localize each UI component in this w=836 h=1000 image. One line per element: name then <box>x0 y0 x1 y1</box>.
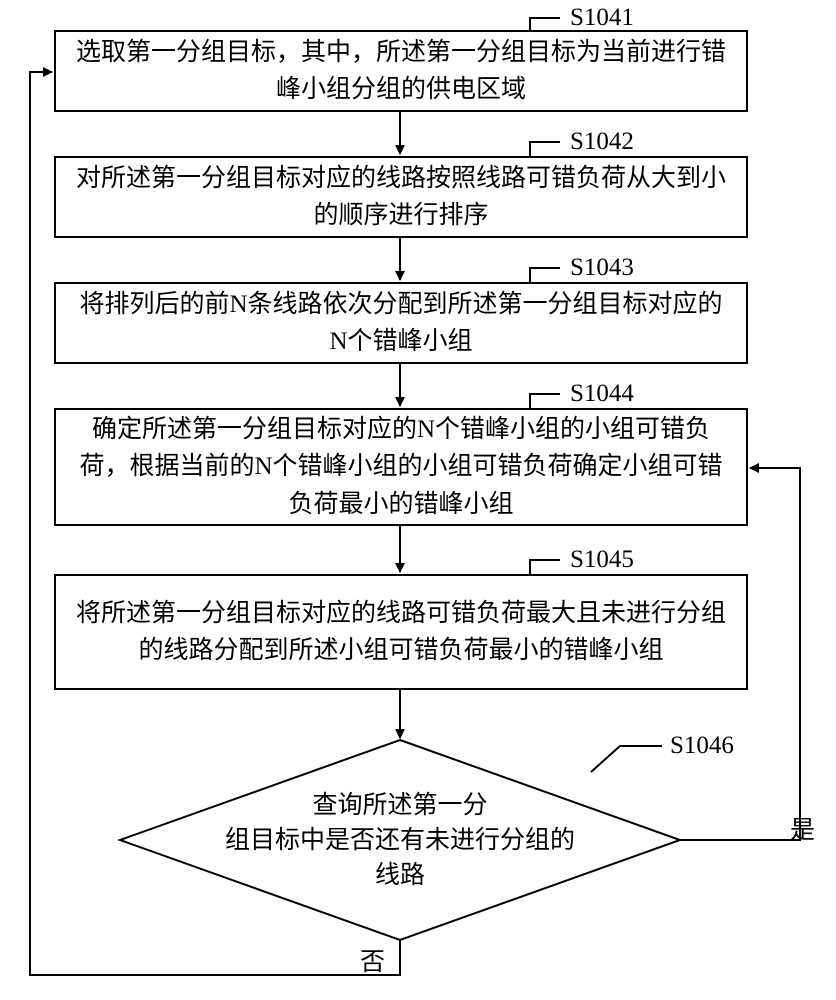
flow-box-text: 对所述第一分组目标对应的线路按照线路可错负荷从大到小的顺序进行排序 <box>76 160 726 235</box>
flow-box-s1041: 选取第一分组目标，其中，所述第一分组目标为当前进行错峰小组分组的供电区域 <box>54 30 748 112</box>
step-label-s1045: S1045 <box>570 546 634 574</box>
flow-box-s1045: 将所述第一分组目标对应的线路可错负荷最大且未进行分组的线路分配到所述小组可错负荷… <box>54 574 748 690</box>
step-label-s1041: S1041 <box>570 4 634 32</box>
yes-label: 是 <box>790 810 815 846</box>
flow-box-s1042: 对所述第一分组目标对应的线路按照线路可错负荷从大到小的顺序进行排序 <box>54 156 748 238</box>
no-label: 否 <box>360 942 385 978</box>
flow-box-text: 将所述第一分组目标对应的线路可错负荷最大且未进行分组的线路分配到所述小组可错负荷… <box>76 595 726 670</box>
flow-box-text: 选取第一分组目标，其中，所述第一分组目标为当前进行错峰小组分组的供电区域 <box>76 34 726 109</box>
flow-box-text: 确定所述第一分组目标对应的N个错峰小组的小组可错负荷，根据当前的N个错峰小组的小… <box>76 411 726 524</box>
decision-s1046: 查询所述第一分 组目标中是否还有未进行分组的 线路 <box>150 788 650 893</box>
flow-box-s1044: 确定所述第一分组目标对应的N个错峰小组的小组可错负荷，根据当前的N个错峰小组的小… <box>54 408 748 526</box>
decision-line3: 线路 <box>375 862 425 889</box>
step-label-s1042: S1042 <box>570 128 634 156</box>
step-label-s1044: S1044 <box>570 380 634 408</box>
decision-line1: 查询所述第一分 <box>312 792 487 819</box>
step-label-s1046: S1046 <box>670 732 734 760</box>
flow-box-text: 将排列后的前N条线路依次分配到所述第一分组目标对应的N个错峰小组 <box>76 286 726 361</box>
step-label-s1043: S1043 <box>570 254 634 282</box>
flow-box-s1043: 将排列后的前N条线路依次分配到所述第一分组目标对应的N个错峰小组 <box>54 282 748 364</box>
decision-line2: 组目标中是否还有未进行分组的 <box>225 827 575 854</box>
